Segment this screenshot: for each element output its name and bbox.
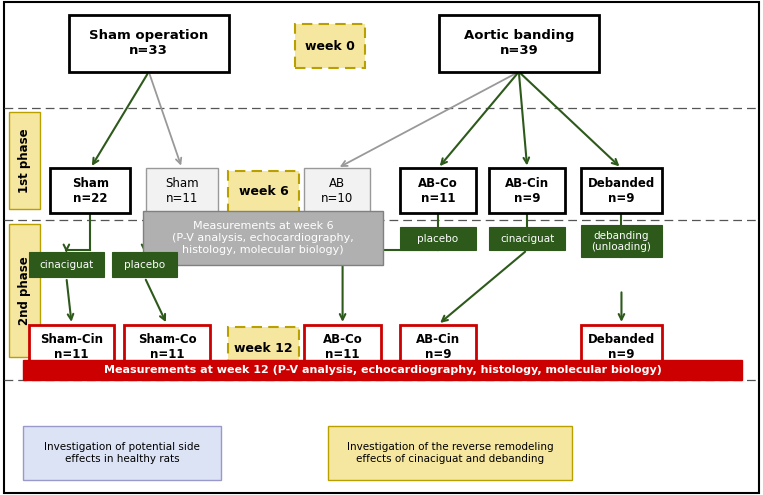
FancyBboxPatch shape <box>581 225 662 257</box>
FancyBboxPatch shape <box>29 325 114 369</box>
Text: Investigation of the reverse remodeling
effects of cinaciguat and debanding: Investigation of the reverse remodeling … <box>347 442 553 464</box>
FancyBboxPatch shape <box>489 227 565 250</box>
FancyBboxPatch shape <box>295 24 365 68</box>
FancyBboxPatch shape <box>400 168 476 213</box>
Text: Sham-Co
n=11: Sham-Co n=11 <box>138 333 196 361</box>
FancyBboxPatch shape <box>23 360 742 380</box>
FancyBboxPatch shape <box>328 426 572 480</box>
FancyBboxPatch shape <box>228 171 299 213</box>
FancyBboxPatch shape <box>9 224 40 357</box>
Text: AB-Co
n=11: AB-Co n=11 <box>323 333 362 361</box>
Text: Debanded
n=9: Debanded n=9 <box>588 333 655 361</box>
Text: Sham-Cin
n=11: Sham-Cin n=11 <box>40 333 103 361</box>
Text: cinaciguat: cinaciguat <box>39 260 94 270</box>
FancyBboxPatch shape <box>400 227 476 250</box>
FancyBboxPatch shape <box>4 2 759 493</box>
FancyBboxPatch shape <box>489 168 565 213</box>
FancyBboxPatch shape <box>581 168 662 213</box>
Text: Measurements at week 6
(P-V analysis, echocardiography,
histology, molecular bio: Measurements at week 6 (P-V analysis, ec… <box>172 221 354 255</box>
Text: AB-Co
n=11: AB-Co n=11 <box>418 177 458 204</box>
Text: Measurements at week 12 (P-V analysis, echocardiography, histology, molecular bi: Measurements at week 12 (P-V analysis, e… <box>104 365 662 375</box>
Text: debanding
(unloading): debanding (unloading) <box>591 231 652 252</box>
FancyBboxPatch shape <box>304 168 370 213</box>
Text: Debanded
n=9: Debanded n=9 <box>588 177 655 204</box>
Text: AB-Cin
n=9: AB-Cin n=9 <box>416 333 460 361</box>
FancyBboxPatch shape <box>400 325 476 369</box>
FancyBboxPatch shape <box>124 325 210 369</box>
FancyBboxPatch shape <box>69 15 229 72</box>
Text: AB
n=10: AB n=10 <box>321 177 353 204</box>
Text: Sham
n=22: Sham n=22 <box>72 177 109 204</box>
FancyBboxPatch shape <box>112 252 177 277</box>
Text: placebo: placebo <box>417 234 459 244</box>
Text: 1st phase: 1st phase <box>18 128 31 193</box>
Text: cinaciguat: cinaciguat <box>500 234 555 244</box>
FancyBboxPatch shape <box>50 168 130 213</box>
FancyBboxPatch shape <box>9 112 40 209</box>
Text: Sham
n=11: Sham n=11 <box>165 177 199 204</box>
Text: week 0: week 0 <box>305 40 355 52</box>
Text: week 6: week 6 <box>239 185 288 198</box>
FancyBboxPatch shape <box>304 325 381 369</box>
FancyBboxPatch shape <box>23 426 221 480</box>
Text: 2nd phase: 2nd phase <box>18 256 31 325</box>
Text: Sham operation
n=33: Sham operation n=33 <box>89 29 208 57</box>
Text: Aortic banding
n=39: Aortic banding n=39 <box>464 29 574 57</box>
FancyBboxPatch shape <box>581 325 662 369</box>
Text: week 12: week 12 <box>234 342 293 355</box>
Text: placebo: placebo <box>124 260 165 270</box>
Text: Investigation of potential side
effects in healthy rats: Investigation of potential side effects … <box>44 442 200 464</box>
FancyBboxPatch shape <box>439 15 599 72</box>
FancyBboxPatch shape <box>228 327 299 369</box>
FancyBboxPatch shape <box>146 168 218 213</box>
FancyBboxPatch shape <box>143 211 383 265</box>
FancyBboxPatch shape <box>29 252 104 277</box>
Text: AB-Cin
n=9: AB-Cin n=9 <box>505 177 549 204</box>
